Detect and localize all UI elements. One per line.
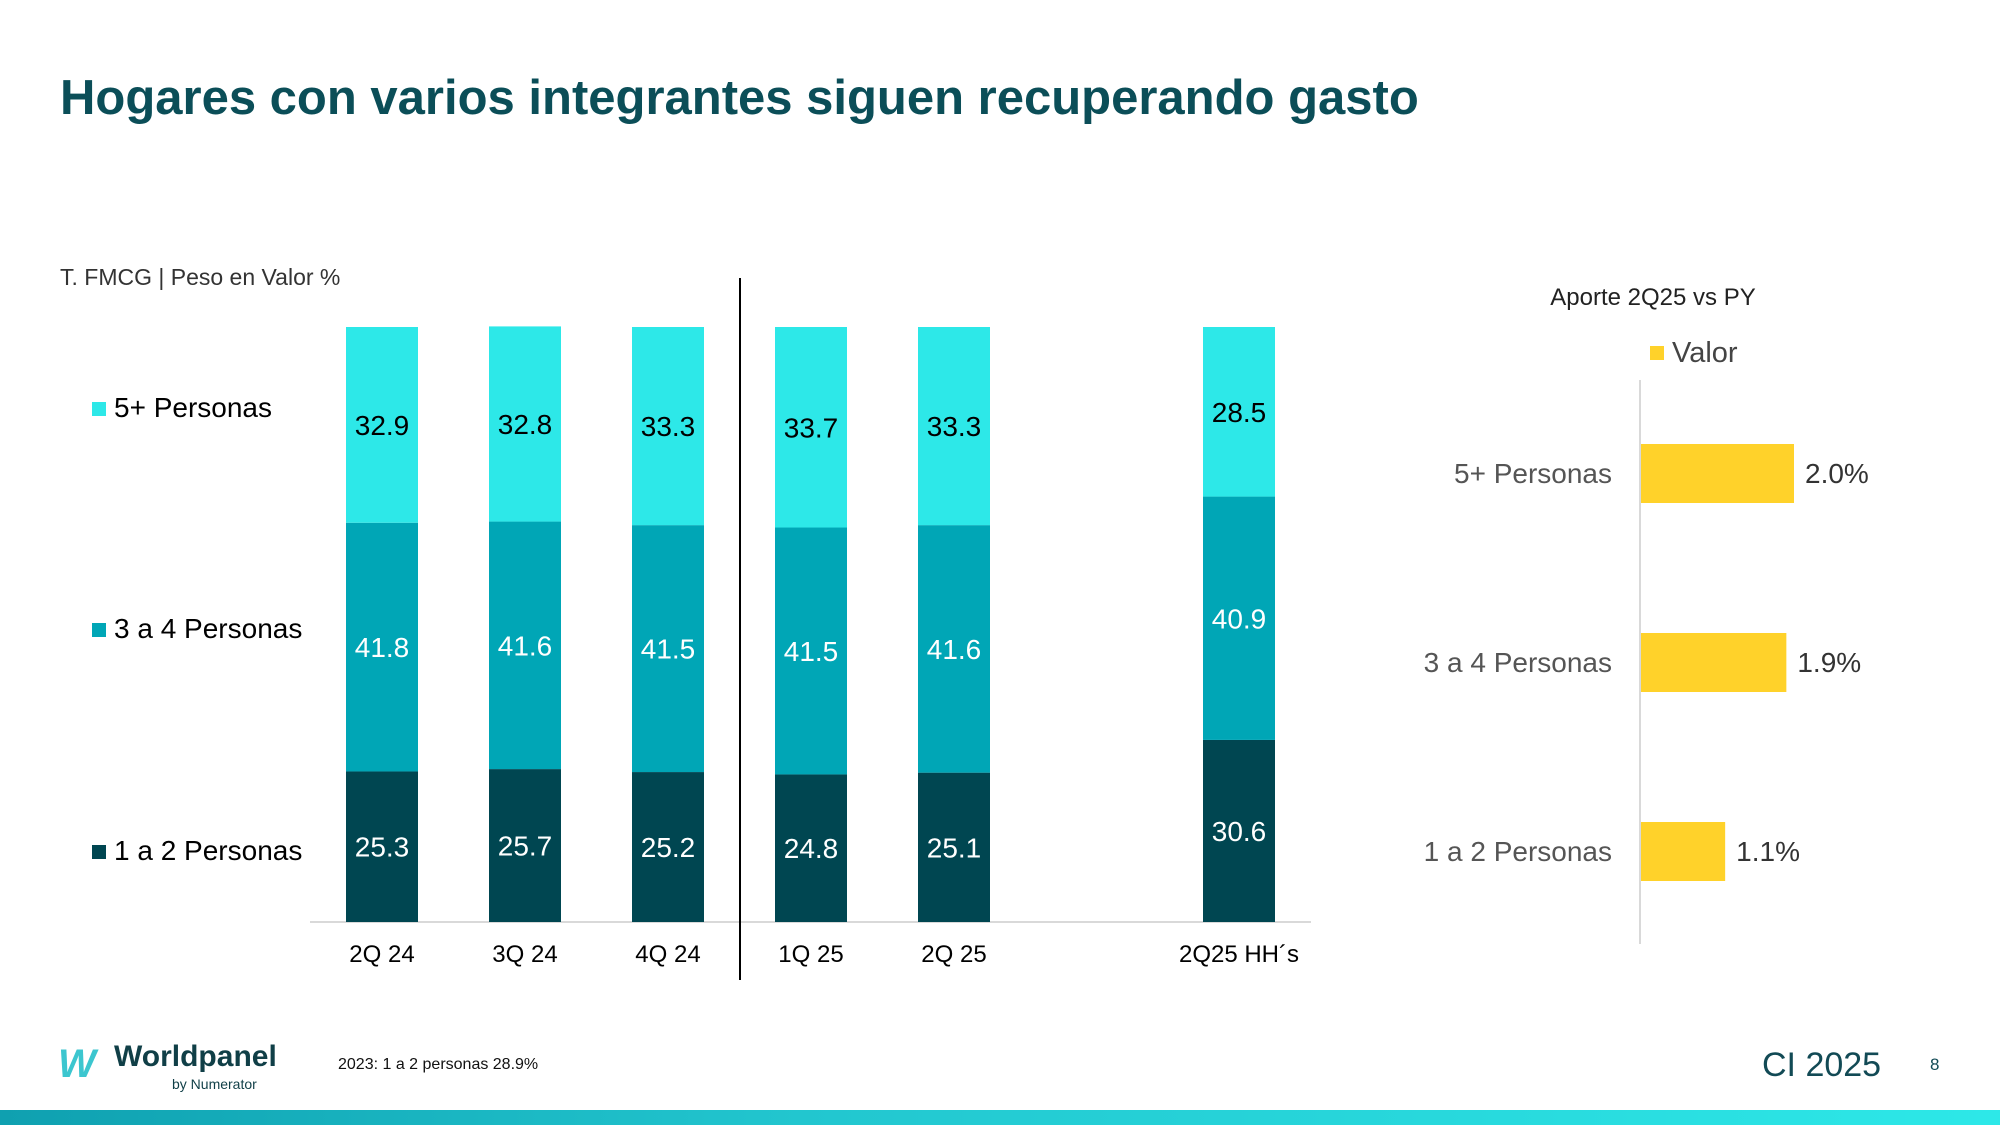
bar-segment <box>918 772 990 922</box>
bar-segment <box>1203 739 1275 922</box>
data-label: 41.6 <box>927 634 982 665</box>
data-label: 25.2 <box>641 832 696 863</box>
logo-w-icon: W <box>58 1042 96 1086</box>
footnote: 2023: 1 a 2 personas 28.9% <box>338 1056 539 1073</box>
legend-swatch <box>92 623 106 637</box>
data-label: 33.7 <box>784 412 839 443</box>
data-label: 2.0% <box>1805 458 1869 489</box>
category-label: 5+ Personas <box>1454 458 1612 489</box>
legend-label: 5+ Personas <box>114 392 272 423</box>
data-label: 25.3 <box>355 832 410 863</box>
logo-name: Worldpanel <box>114 1040 277 1073</box>
bar <box>1641 444 1794 503</box>
category-label: 3 a 4 Personas <box>1424 647 1612 678</box>
bar-segment <box>346 327 418 523</box>
legend-label: 1 a 2 Personas <box>114 835 302 866</box>
data-label: 28.5 <box>1212 397 1267 428</box>
legend-swatch <box>1650 346 1664 360</box>
category-label: 2Q 25 <box>921 941 986 968</box>
slide-title: Hogares con varios integrantes siguen re… <box>60 71 1419 125</box>
bar <box>1641 633 1787 692</box>
bar-segment <box>489 326 561 522</box>
data-label: 40.9 <box>1212 603 1267 634</box>
category-label: 2Q 24 <box>349 941 414 968</box>
bar-segment <box>346 771 418 922</box>
bar-segment <box>1203 496 1275 740</box>
data-label: 32.8 <box>498 409 553 440</box>
data-label: 32.9 <box>355 410 410 441</box>
logo-by: by Numerator <box>172 1076 257 1092</box>
chart-subtitle: T. FMCG | Peso en Valor % <box>60 264 341 290</box>
data-label: 33.3 <box>641 411 696 442</box>
bar-segment <box>632 525 704 773</box>
bar-segment <box>775 774 847 922</box>
bar-segment <box>918 327 990 526</box>
data-label: 24.8 <box>784 833 839 864</box>
data-label: 1.9% <box>1797 647 1861 678</box>
data-label: 1.1% <box>1736 836 1800 867</box>
worldpanel-logo: W Worldpanel by Numerator <box>58 1038 298 1094</box>
event-label: CI 2025 <box>1762 1046 1882 1084</box>
category-label: 1 a 2 Personas <box>1424 836 1612 867</box>
category-label: 3Q 24 <box>492 941 557 968</box>
data-label: 25.7 <box>498 831 553 862</box>
data-label: 33.3 <box>927 411 982 442</box>
page-number: 8 <box>1930 1055 1940 1074</box>
legend-swatch <box>92 845 106 859</box>
category-label: 2Q25 HH´s <box>1179 941 1299 968</box>
data-label: 41.5 <box>641 634 696 665</box>
data-label: 41.8 <box>355 632 410 663</box>
category-label: 4Q 24 <box>635 941 700 968</box>
bar-segment <box>918 525 990 773</box>
bar-segment <box>346 522 418 772</box>
data-label: 41.5 <box>784 636 839 667</box>
data-label: 30.6 <box>1212 816 1267 847</box>
bar-segment <box>632 327 704 526</box>
data-label: 25.1 <box>927 832 982 863</box>
bar-segment <box>489 769 561 922</box>
legend-swatch <box>92 402 106 416</box>
bar-segment <box>489 521 561 770</box>
bar-segment <box>1203 327 1275 497</box>
category-label: 1Q 25 <box>778 941 843 968</box>
bar-segment <box>775 327 847 528</box>
bar-segment <box>775 527 847 775</box>
legend-label: 3 a 4 Personas <box>114 613 302 644</box>
chart-title: Aporte 2Q25 vs PY <box>1550 284 1755 311</box>
data-label: 41.6 <box>498 630 553 661</box>
bar-segment <box>632 772 704 922</box>
bar <box>1641 822 1726 881</box>
legend-label: Valor <box>1672 337 1738 369</box>
bottom-accent-bar <box>0 1110 2000 1125</box>
